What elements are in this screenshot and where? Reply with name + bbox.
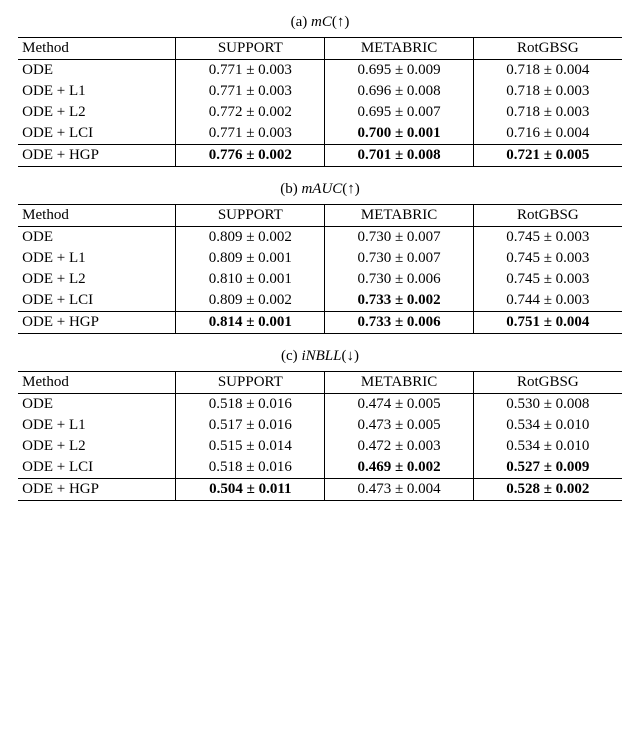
value-cell: 0.809 ± 0.002 xyxy=(176,227,325,249)
method-cell: ODE + LCI xyxy=(18,290,175,312)
method-cell: ODE + LCI xyxy=(18,457,175,479)
value-cell: 0.472 ± 0.003 xyxy=(325,436,474,457)
value-cell: 0.718 ± 0.003 xyxy=(473,81,622,102)
caption-metric: mC xyxy=(311,14,332,30)
value-cell: 0.745 ± 0.003 xyxy=(473,248,622,269)
value-cell: 0.718 ± 0.003 xyxy=(473,102,622,123)
value-cell: 0.776 ± 0.002 xyxy=(176,145,325,167)
value-cell: 0.474 ± 0.005 xyxy=(325,394,474,416)
value-cell: 0.730 ± 0.007 xyxy=(325,248,474,269)
value-cell: 0.810 ± 0.001 xyxy=(176,269,325,290)
value-cell: 0.473 ± 0.005 xyxy=(325,415,474,436)
col-header: SUPPORT xyxy=(176,372,325,394)
caption-prefix: (c) xyxy=(281,348,301,364)
method-cell: ODE xyxy=(18,394,175,416)
value-cell: 0.530 ± 0.008 xyxy=(473,394,622,416)
value-cell: 0.745 ± 0.003 xyxy=(473,269,622,290)
caption-metric: iNBLL xyxy=(301,348,341,364)
col-header: METABRIC xyxy=(325,205,474,227)
caption-prefix: (b) xyxy=(280,181,301,197)
caption-arrow: (↓) xyxy=(341,348,359,364)
value-cell: 0.469 ± 0.002 xyxy=(325,457,474,479)
value-cell: 0.814 ± 0.001 xyxy=(176,312,325,334)
col-header: SUPPORT xyxy=(176,205,325,227)
value-cell: 0.527 ± 0.009 xyxy=(473,457,622,479)
table-caption: (a) mC(↑) xyxy=(12,14,628,31)
value-cell: 0.534 ± 0.010 xyxy=(473,436,622,457)
table-caption: (b) mAUC(↑) xyxy=(12,181,628,198)
col-header-method: Method xyxy=(18,205,175,227)
value-cell: 0.695 ± 0.009 xyxy=(325,60,474,82)
method-cell: ODE xyxy=(18,227,175,249)
value-cell: 0.744 ± 0.003 xyxy=(473,290,622,312)
value-cell: 0.515 ± 0.014 xyxy=(176,436,325,457)
method-cell: ODE + L1 xyxy=(18,415,175,436)
col-header: SUPPORT xyxy=(176,38,325,60)
value-cell: 0.528 ± 0.002 xyxy=(473,479,622,501)
value-cell: 0.700 ± 0.001 xyxy=(325,123,474,145)
caption-arrow: (↑) xyxy=(332,14,350,30)
value-cell: 0.809 ± 0.001 xyxy=(176,248,325,269)
value-cell: 0.751 ± 0.004 xyxy=(473,312,622,334)
caption-metric: mAUC xyxy=(301,181,342,197)
value-cell: 0.745 ± 0.003 xyxy=(473,227,622,249)
value-cell: 0.716 ± 0.004 xyxy=(473,123,622,145)
value-cell: 0.504 ± 0.011 xyxy=(176,479,325,501)
col-header: RotGBSG xyxy=(473,372,622,394)
results-table: MethodSUPPORTMETABRICRotGBSGODE0.518 ± 0… xyxy=(18,371,622,501)
value-cell: 0.771 ± 0.003 xyxy=(176,81,325,102)
value-cell: 0.730 ± 0.006 xyxy=(325,269,474,290)
col-header-method: Method xyxy=(18,372,175,394)
method-cell: ODE + LCI xyxy=(18,123,175,145)
method-cell: ODE + L2 xyxy=(18,269,175,290)
value-cell: 0.771 ± 0.003 xyxy=(176,123,325,145)
value-cell: 0.534 ± 0.010 xyxy=(473,415,622,436)
value-cell: 0.730 ± 0.007 xyxy=(325,227,474,249)
method-cell: ODE + HGP xyxy=(18,312,175,334)
value-cell: 0.771 ± 0.003 xyxy=(176,60,325,82)
table-caption: (c) iNBLL(↓) xyxy=(12,348,628,365)
value-cell: 0.721 ± 0.005 xyxy=(473,145,622,167)
method-cell: ODE + L1 xyxy=(18,248,175,269)
method-cell: ODE + L2 xyxy=(18,436,175,457)
caption-arrow: (↑) xyxy=(342,181,360,197)
method-cell: ODE + L2 xyxy=(18,102,175,123)
value-cell: 0.718 ± 0.004 xyxy=(473,60,622,82)
method-cell: ODE + HGP xyxy=(18,479,175,501)
col-header: RotGBSG xyxy=(473,205,622,227)
value-cell: 0.695 ± 0.007 xyxy=(325,102,474,123)
method-cell: ODE + L1 xyxy=(18,81,175,102)
method-cell: ODE xyxy=(18,60,175,82)
col-header-method: Method xyxy=(18,38,175,60)
col-header: RotGBSG xyxy=(473,38,622,60)
method-cell: ODE + HGP xyxy=(18,145,175,167)
value-cell: 0.696 ± 0.008 xyxy=(325,81,474,102)
col-header: METABRIC xyxy=(325,372,474,394)
value-cell: 0.518 ± 0.016 xyxy=(176,394,325,416)
value-cell: 0.733 ± 0.006 xyxy=(325,312,474,334)
results-table: MethodSUPPORTMETABRICRotGBSGODE0.809 ± 0… xyxy=(18,204,622,334)
value-cell: 0.809 ± 0.002 xyxy=(176,290,325,312)
value-cell: 0.733 ± 0.002 xyxy=(325,290,474,312)
results-table: MethodSUPPORTMETABRICRotGBSGODE0.771 ± 0… xyxy=(18,37,622,167)
value-cell: 0.518 ± 0.016 xyxy=(176,457,325,479)
value-cell: 0.517 ± 0.016 xyxy=(176,415,325,436)
value-cell: 0.772 ± 0.002 xyxy=(176,102,325,123)
caption-prefix: (a) xyxy=(291,14,311,30)
value-cell: 0.473 ± 0.004 xyxy=(325,479,474,501)
col-header: METABRIC xyxy=(325,38,474,60)
value-cell: 0.701 ± 0.008 xyxy=(325,145,474,167)
